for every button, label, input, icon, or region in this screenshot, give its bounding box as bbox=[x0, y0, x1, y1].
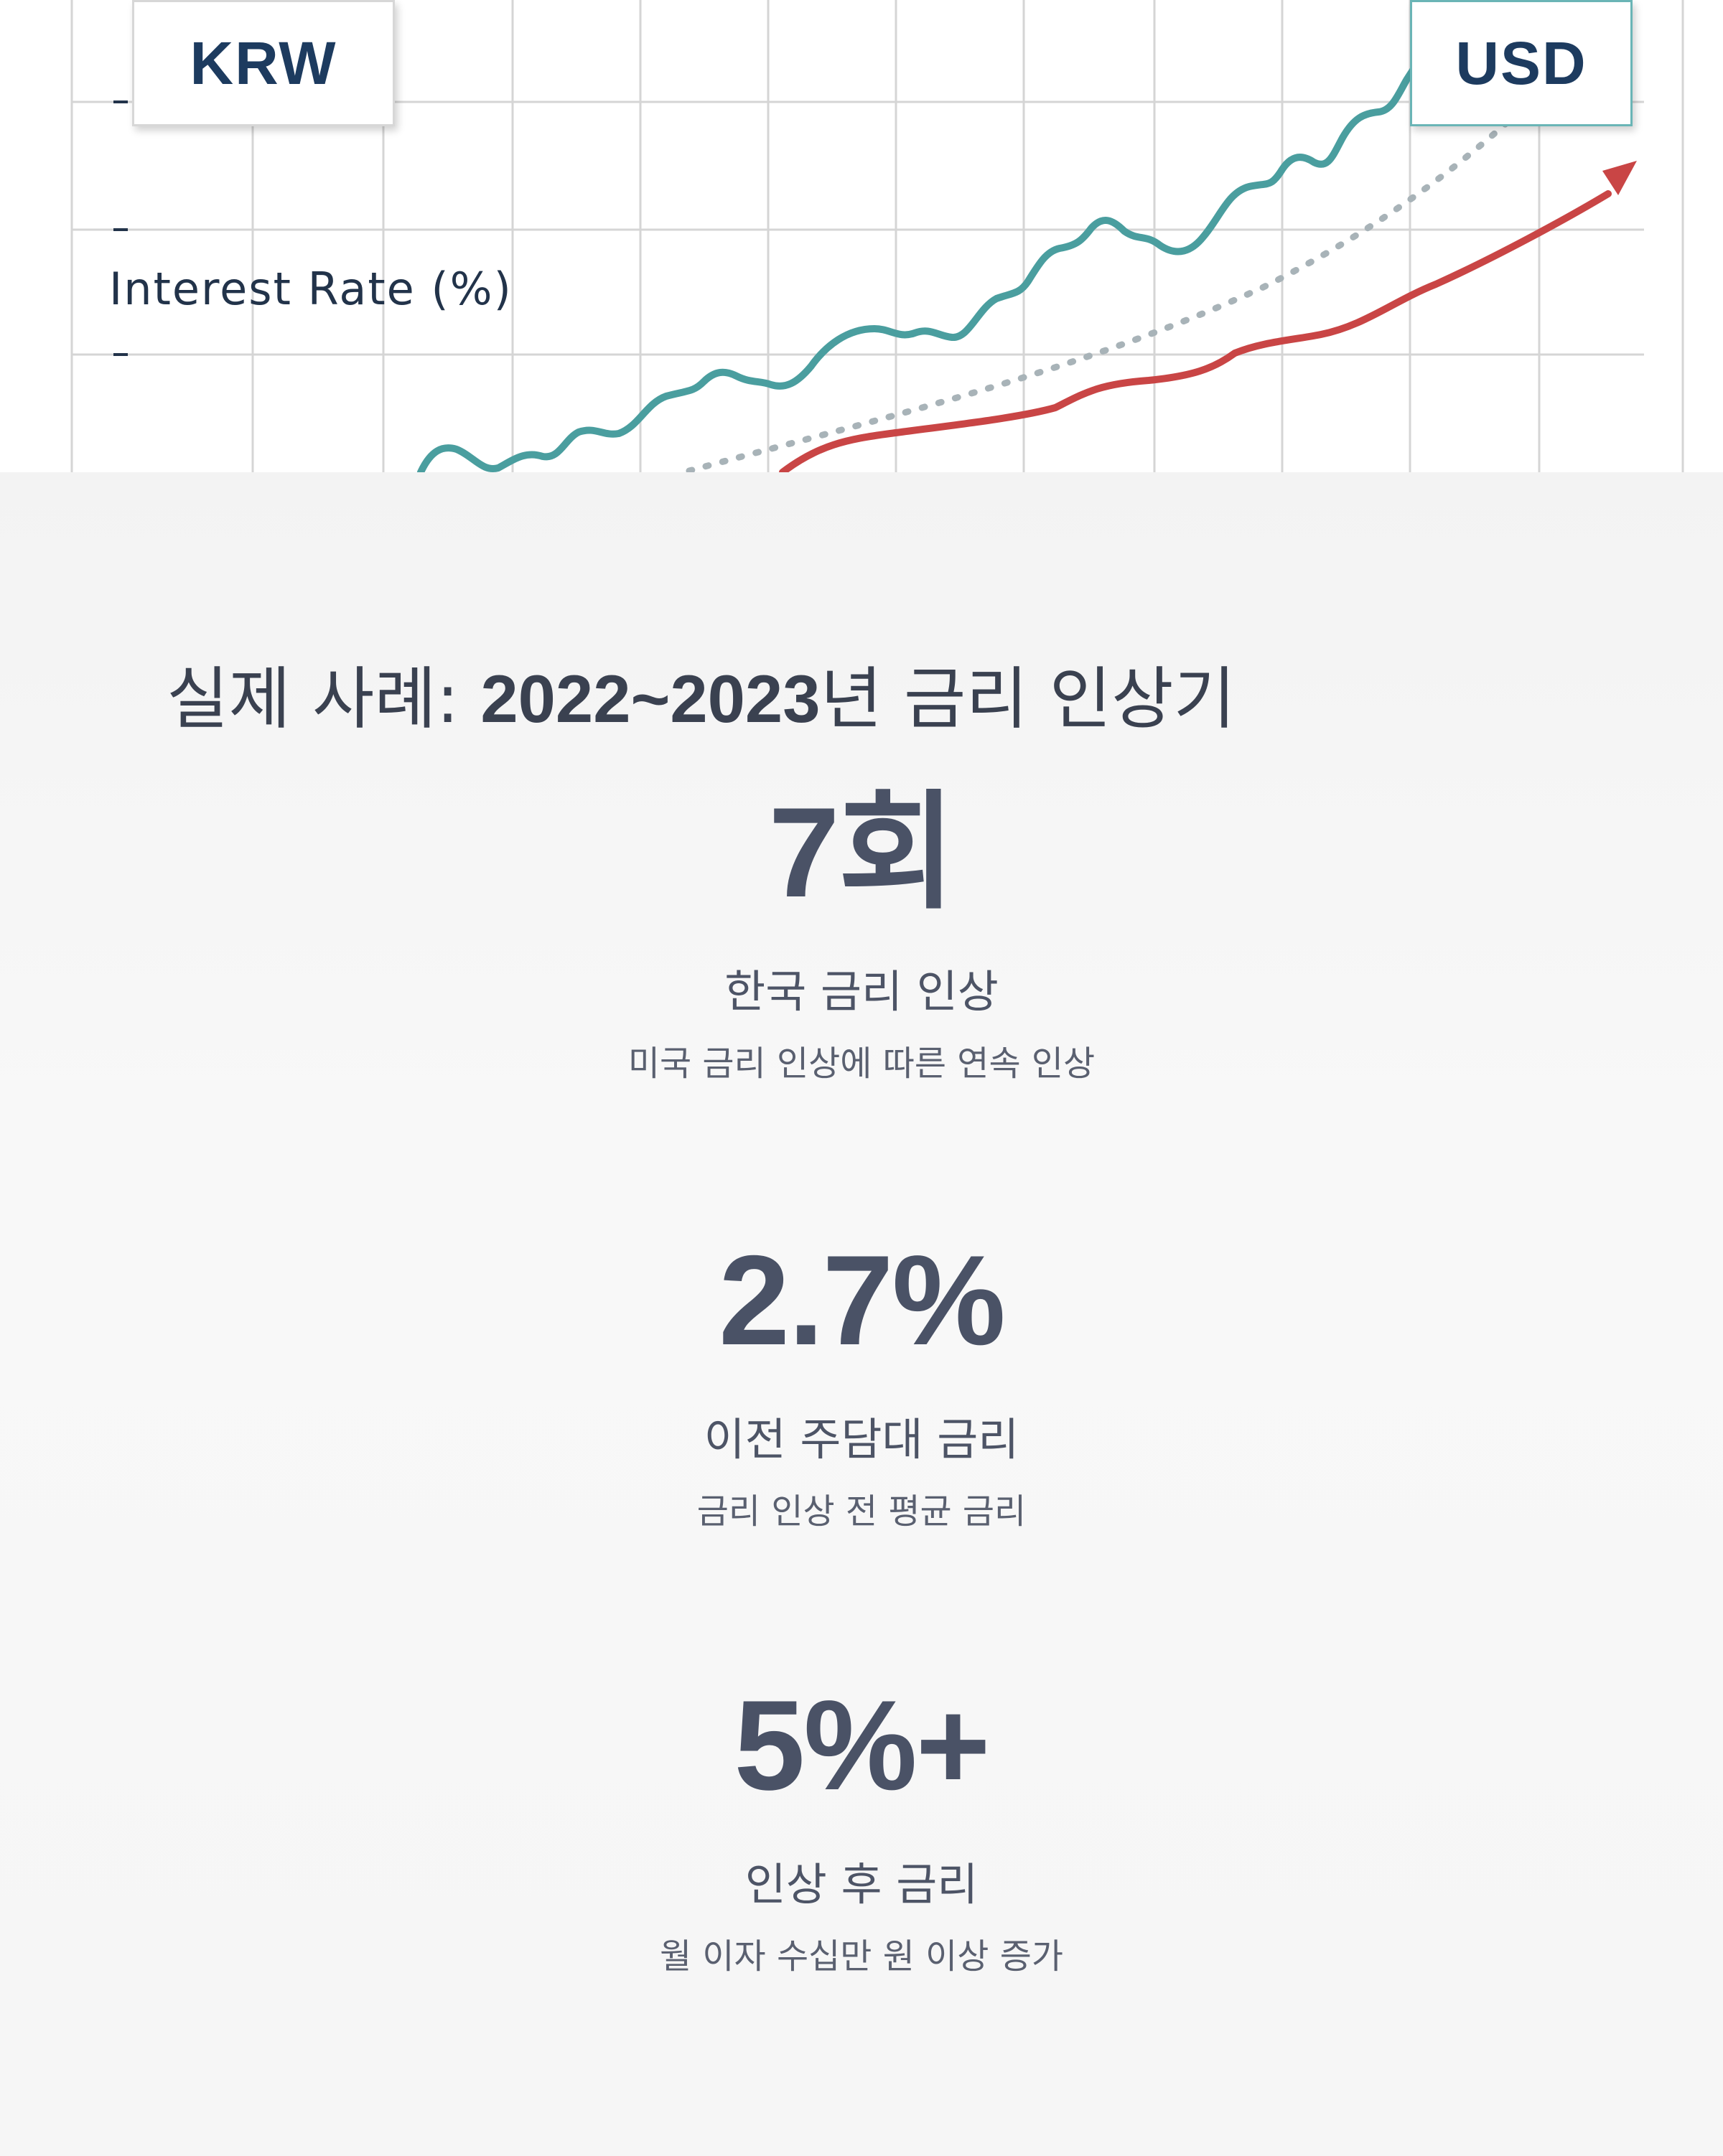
usd-arrow-head bbox=[1602, 161, 1637, 195]
krw-rate-line bbox=[417, 39, 1439, 472]
usd-currency-label: USD bbox=[1410, 0, 1633, 126]
stat-description: 금리 인상 전 평균 금리 bbox=[696, 1491, 1027, 1532]
case-title-prefix: 실제 사례: bbox=[167, 660, 481, 739]
stat-label: 인상 후 금리 bbox=[744, 1858, 979, 1911]
krw-currency-label: KRW bbox=[132, 0, 395, 126]
usd-rate-line bbox=[779, 190, 1612, 472]
case-study-section: 실제 사례: 2022~2023년 금리 인상기 7회 한국 금리 인상 미국 … bbox=[0, 472, 1723, 2156]
y-axis-ticks bbox=[113, 100, 128, 356]
stat-value: 7회 bbox=[768, 781, 956, 924]
y-axis-label: Interest Rate (%) bbox=[109, 263, 513, 315]
stat-description: 월 이자 수십만 원 이상 증가 bbox=[659, 1936, 1064, 1977]
stat-previous-mortgage-rate: 2.7% 이전 주담대 금리 금리 인상 전 평균 금리 bbox=[0, 1229, 1723, 1534]
stat-label: 한국 금리 인상 bbox=[724, 965, 999, 1018]
stat-value: 5%+ bbox=[734, 1674, 990, 1817]
hero-chart-image: KRW USD Interest Rate (%) bbox=[0, 0, 1723, 472]
trend-dotted-line bbox=[686, 118, 1511, 472]
case-study-title: 실제 사례: 2022~2023년 금리 인상기 bbox=[167, 645, 1236, 742]
stat-description: 미국 금리 인상에 따른 연속 인상 bbox=[627, 1044, 1096, 1084]
stat-rate-hike-count: 7회 한국 금리 인상 미국 금리 인상에 따른 연속 인상 bbox=[0, 781, 1723, 1087]
stat-value: 2.7% bbox=[719, 1229, 1006, 1372]
stat-rate-after-hike: 5%+ 인상 후 금리 월 이자 수십만 원 이상 증가 bbox=[0, 1674, 1723, 1979]
case-title-suffix: 년 금리 인상기 bbox=[820, 660, 1236, 739]
case-title-years: 2022~2023 bbox=[480, 661, 821, 736]
stat-label: 이전 주담대 금리 bbox=[704, 1413, 1019, 1466]
